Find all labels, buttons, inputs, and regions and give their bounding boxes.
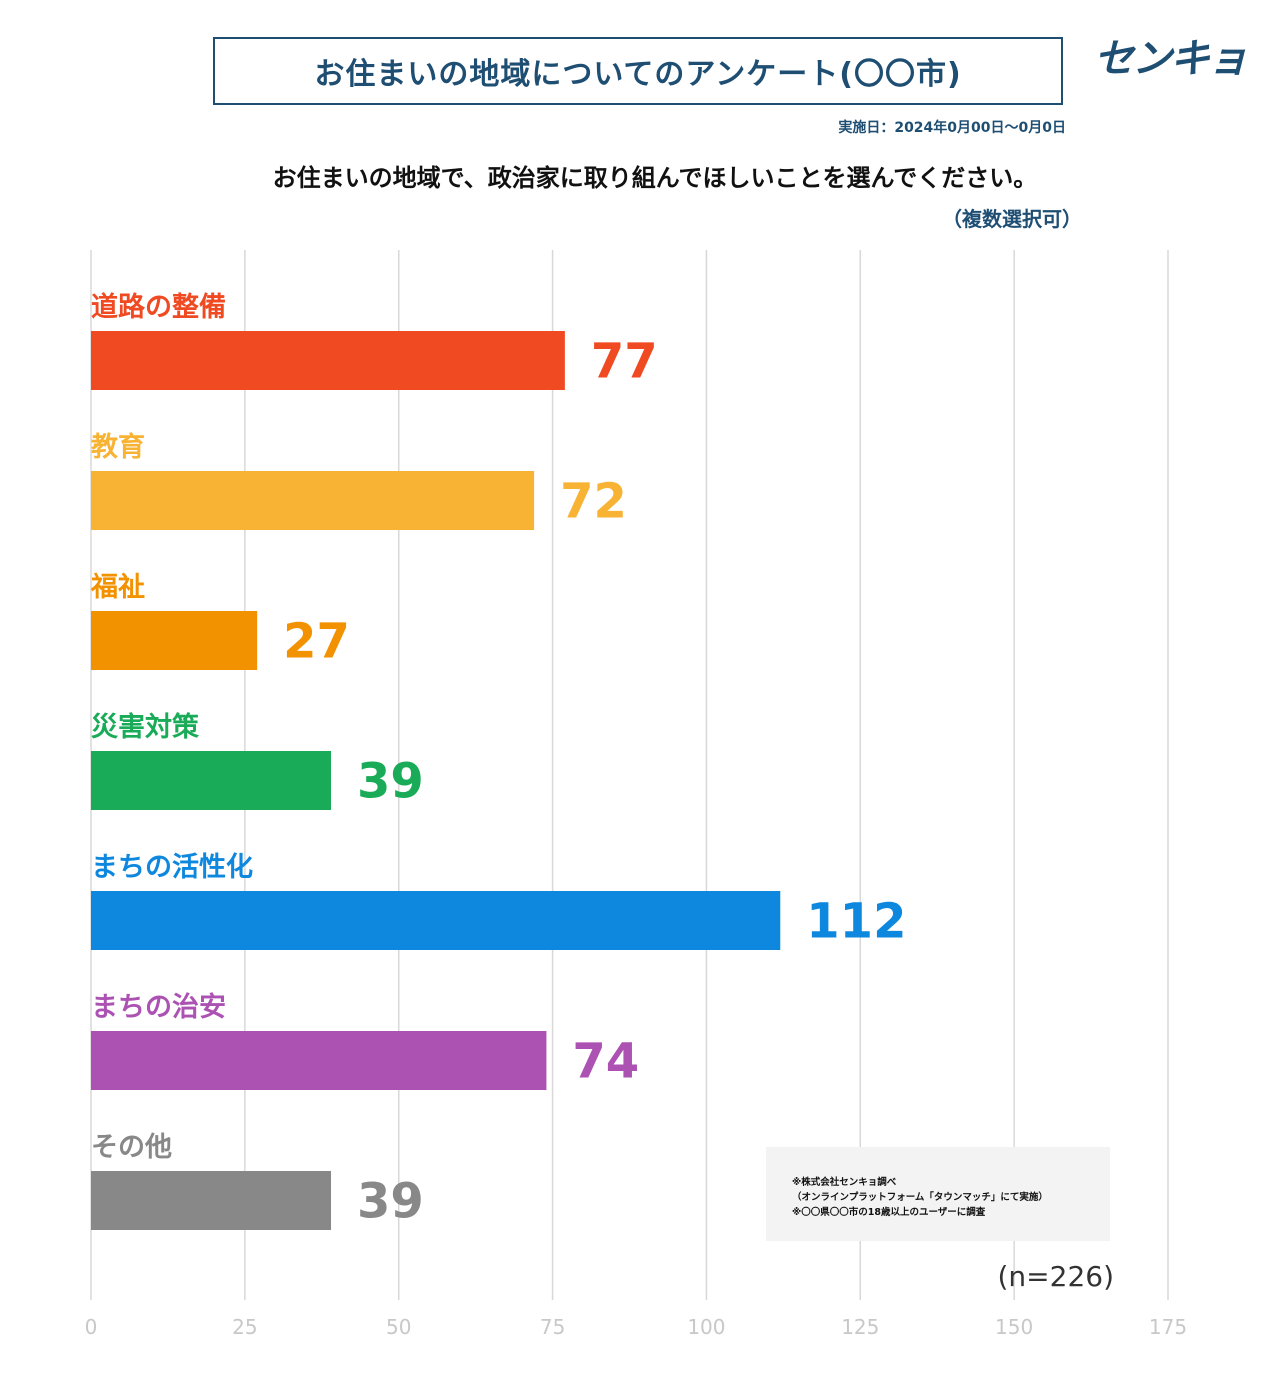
data-label: 72 — [560, 474, 627, 530]
x-tick-label: 175 — [1149, 1315, 1187, 1339]
x-tick-label: 50 — [386, 1315, 411, 1339]
bar — [91, 471, 535, 530]
data-label: 39 — [357, 754, 424, 810]
category-label: まちの治安 — [91, 992, 226, 1023]
category-label: まちの活性化 — [91, 852, 253, 883]
bar — [91, 751, 332, 810]
data-label: 77 — [591, 334, 658, 390]
category-label: その他 — [91, 1132, 172, 1163]
source-note: ※株式会社センキョ調べ （オンラインプラットフォーム「タウンマッチ」にて実施） … — [766, 1147, 1110, 1241]
data-label: 74 — [572, 1034, 639, 1090]
survey-question: お住まいの地域で、政治家に取り組んでほしいことを選んでください。 — [272, 164, 1038, 192]
x-tick-label: 75 — [540, 1315, 565, 1339]
source-note-line: （オンラインプラットフォーム「タウンマッチ」にて実施） — [792, 1192, 1048, 1203]
data-label: 39 — [357, 1174, 424, 1230]
source-note-line: ※〇〇県〇〇市の18歳以上のユーザーに調査 — [792, 1207, 986, 1218]
bar — [91, 1171, 332, 1230]
category-label: 教育 — [91, 431, 145, 463]
data-label: 27 — [283, 614, 350, 670]
x-tick-label: 25 — [232, 1315, 257, 1339]
chart-title: お住まいの地域についてのアンケート(〇〇市) — [213, 37, 1063, 105]
survey-date: 実施日：2024年0月00日～0月0日 — [838, 120, 1066, 136]
sample-size: (n=226) — [997, 1260, 1115, 1293]
bar — [91, 891, 781, 950]
x-tick-label: 0 — [85, 1315, 98, 1339]
category-label: 道路の整備 — [91, 291, 226, 323]
bar — [91, 331, 565, 390]
multi-select-note: （複数選択可） — [942, 207, 1082, 231]
source-note-line: ※株式会社センキョ調べ — [792, 1177, 897, 1188]
bar — [91, 611, 258, 670]
bar — [91, 1031, 547, 1090]
x-tick-label: 125 — [841, 1315, 879, 1339]
data-label: 112 — [806, 894, 906, 950]
category-label: 福祉 — [90, 572, 145, 603]
x-tick-label: 100 — [687, 1315, 725, 1339]
category-label: 災害対策 — [91, 711, 200, 743]
x-tick-label: 150 — [995, 1315, 1033, 1339]
